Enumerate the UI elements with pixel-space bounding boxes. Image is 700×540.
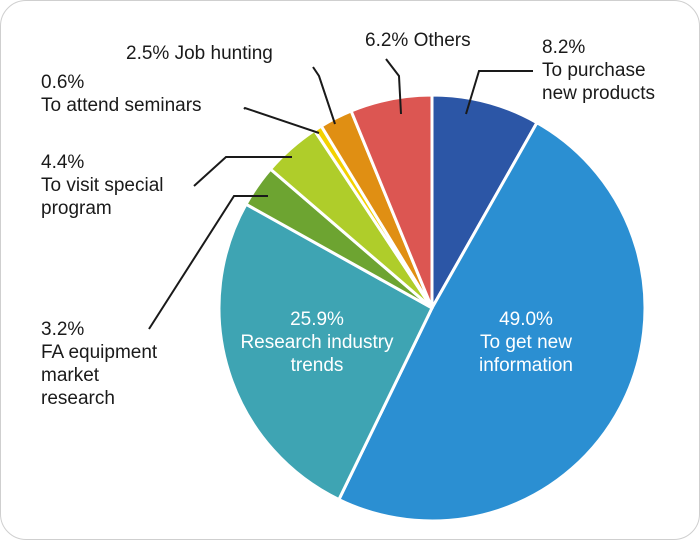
slice-label-7: 6.2% Others xyxy=(365,30,471,51)
slice-label-4: 4.4% To visit special program xyxy=(41,152,164,219)
leader-line-6 xyxy=(312,66,336,125)
pie-slice-7 xyxy=(349,93,434,310)
slice-label-0: 8.2% To purchase new products xyxy=(542,37,655,104)
leader-line-0 xyxy=(465,70,533,115)
slice-label-1: 49.0% To get new information xyxy=(479,309,573,376)
pie-slice-0 xyxy=(430,93,539,310)
slice-label-2: 25.9% Research industry trends xyxy=(240,309,394,376)
leader-line-5 xyxy=(243,106,320,134)
slice-label-3: 3.2% FA equipment market research xyxy=(41,319,158,409)
slice-label-6: 2.5% Job hunting xyxy=(126,43,273,64)
pie-slice-2 xyxy=(217,202,434,502)
leader-line-3 xyxy=(148,195,268,330)
leader-line-4 xyxy=(193,156,292,187)
leader-line-7 xyxy=(385,58,402,115)
slice-label-5: 0.6% To attend seminars xyxy=(41,72,202,116)
pie-slice-1 xyxy=(337,121,647,523)
